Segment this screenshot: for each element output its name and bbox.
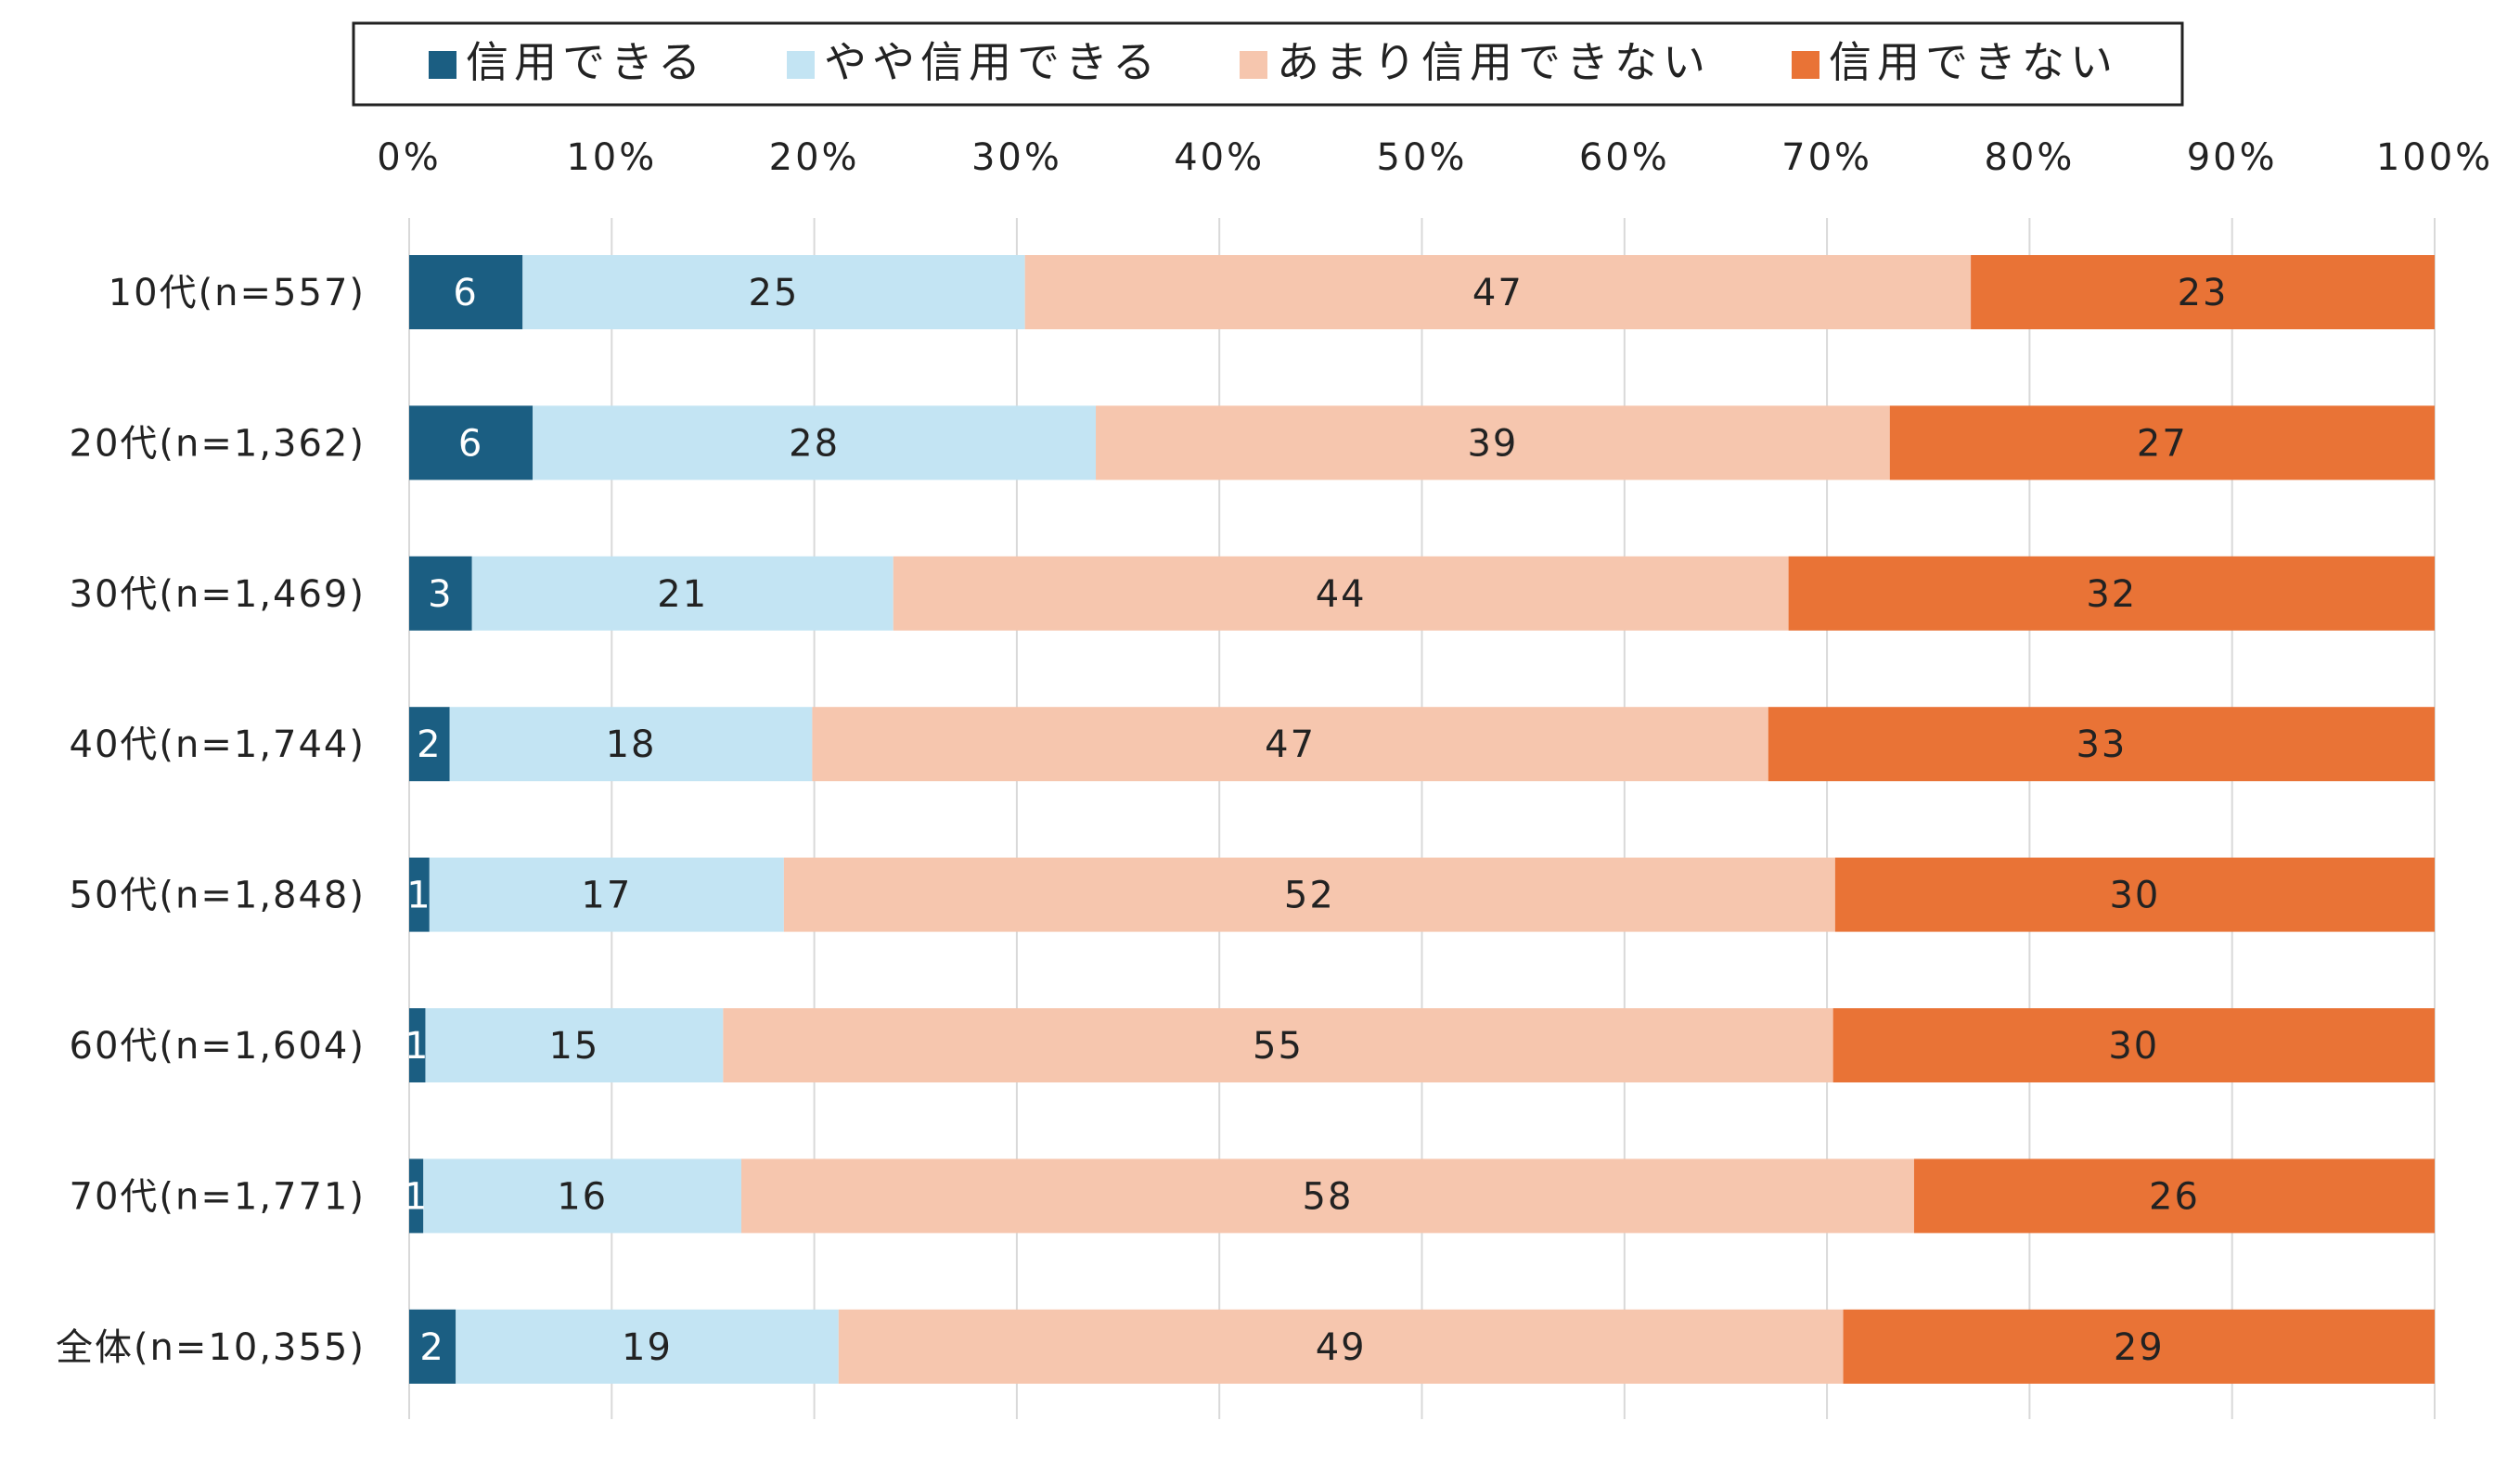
x-tick-label: 80% (1984, 136, 2075, 179)
bar-value-label: 29 (2114, 1326, 2165, 1369)
legend-entry: あまり信用できない (1277, 37, 1711, 87)
bar-segment (456, 1309, 839, 1384)
bar-segment (783, 857, 1835, 932)
bar-segment (1834, 857, 2435, 932)
bar-value-label: 52 (1284, 875, 1335, 917)
bar-segment (471, 556, 894, 631)
bar-segment (1913, 1158, 2435, 1234)
category-label: 20代(n=1,362) (70, 422, 366, 465)
legend-entry: 信用できない (1829, 37, 2118, 87)
x-tick-label: 70% (1781, 136, 1872, 179)
bar-value-label: 27 (2137, 422, 2188, 465)
legend-swatch (1792, 51, 1819, 79)
bar-segment (425, 1008, 724, 1082)
legend-entry: 信用できる (466, 37, 706, 87)
bar-value-label: 26 (2149, 1175, 2200, 1218)
bar-segment (409, 1309, 456, 1384)
bar-segment (409, 556, 472, 631)
bar-value-label: 44 (1316, 573, 1367, 616)
bar-value-label: 6 (453, 272, 478, 314)
x-tick-label: 20% (769, 136, 860, 179)
bar-value-label: 47 (1472, 272, 1524, 314)
bar-segment (1889, 405, 2435, 480)
bar-value-label: 58 (1303, 1175, 1354, 1218)
bar-value-label: 47 (1265, 723, 1316, 766)
bar-segment (409, 707, 450, 782)
bar-segment (409, 1158, 424, 1234)
bar-value-label: 39 (1467, 422, 1518, 465)
bar-value-label: 3 (428, 573, 453, 616)
x-tick-label: 30% (971, 136, 1062, 179)
x-tick-label: 60% (1579, 136, 1670, 179)
bar-segment (812, 707, 1768, 782)
bar-value-label: 19 (622, 1326, 673, 1369)
x-tick-label: 100% (2376, 136, 2493, 179)
x-tick-label: 10% (566, 136, 657, 179)
bar-value-label: 16 (557, 1175, 608, 1218)
bar-value-label: 32 (2086, 573, 2137, 616)
bar-value-label: 1 (404, 1175, 429, 1218)
category-label: 10代(n=557) (109, 272, 366, 314)
gridlines (408, 218, 2436, 1419)
bar-segment (1788, 556, 2435, 631)
legend: 信用できる やや信用できる あまり信用できない 信用できない (352, 21, 2184, 107)
legend-entry: やや信用できる (824, 37, 1161, 87)
x-tick-label: 90% (2187, 136, 2278, 179)
bar-segment (1768, 707, 2435, 782)
bar-value-label: 49 (1316, 1326, 1367, 1369)
bar-segment (1832, 1008, 2435, 1082)
bar-value-label: 17 (581, 875, 632, 917)
legend-swatch (429, 51, 456, 79)
bar-segment (723, 1008, 1833, 1082)
legend-frame (352, 21, 2184, 107)
category-label: 50代(n=1,848) (70, 875, 366, 917)
bar-value-label: 15 (548, 1025, 599, 1068)
bar-segment (533, 405, 1097, 480)
bar-segment (429, 857, 784, 932)
bar-segment (409, 405, 534, 480)
bar-segment (1971, 255, 2435, 329)
legend-swatch (1240, 51, 1267, 79)
bar-segment (1096, 405, 1890, 480)
bar-value-label: 28 (789, 422, 840, 465)
x-tick-label: 0% (377, 136, 441, 179)
bar-value-labels: 6 25 47 236 28 39 273 21 44 322 18 47 331 17 52 301 15 55… (404, 272, 2229, 1369)
bar-value-label: 23 (2178, 272, 2229, 314)
category-label: 40代(n=1,744) (70, 723, 366, 766)
bar-value-label: 25 (748, 272, 799, 314)
x-tick-label: 50% (1377, 136, 1468, 179)
category-label: 70代(n=1,771) (70, 1175, 366, 1218)
bar-segment (409, 857, 430, 932)
bar-value-label: 2 (419, 1326, 444, 1369)
bar-value-label: 1 (405, 1025, 430, 1068)
bar-segment (522, 255, 1025, 329)
bar-segment (1024, 255, 1972, 329)
bars (409, 255, 2435, 1384)
bar-segment (449, 707, 813, 782)
bar-segment (838, 1309, 1844, 1384)
legend-swatch (787, 51, 815, 79)
bar-segment (409, 255, 523, 329)
x-axis-tick-labels: 0% 10% 20% 30% 40% 50% 60% 70% 80% 90% 100% (377, 136, 2493, 179)
bar-segment (409, 1008, 426, 1082)
bar-value-label: 30 (2108, 1025, 2159, 1068)
bar-value-label: 1 (406, 875, 431, 917)
bar-value-label: 33 (2076, 723, 2127, 766)
category-labels: 10代(n=557) 20代(n=1,362) 30代(n=1,469) 40代(n=… (56, 272, 366, 1369)
bar-segment (423, 1158, 742, 1234)
bar-value-label: 18 (606, 723, 657, 766)
bar-segment (1843, 1309, 2435, 1384)
bar-value-label: 55 (1253, 1025, 1304, 1068)
category-label: 30代(n=1,469) (70, 573, 366, 616)
category-label: 全体(n=10,355) (56, 1326, 366, 1369)
category-label: 60代(n=1,604) (70, 1025, 366, 1068)
bar-segment (893, 556, 1789, 631)
bar-value-label: 6 (458, 422, 483, 465)
x-tick-label: 40% (1174, 136, 1265, 179)
bar-segment (741, 1158, 1914, 1234)
bar-value-label: 30 (2109, 875, 2160, 917)
bar-value-label: 2 (417, 723, 442, 766)
bar-value-label: 21 (657, 573, 708, 616)
